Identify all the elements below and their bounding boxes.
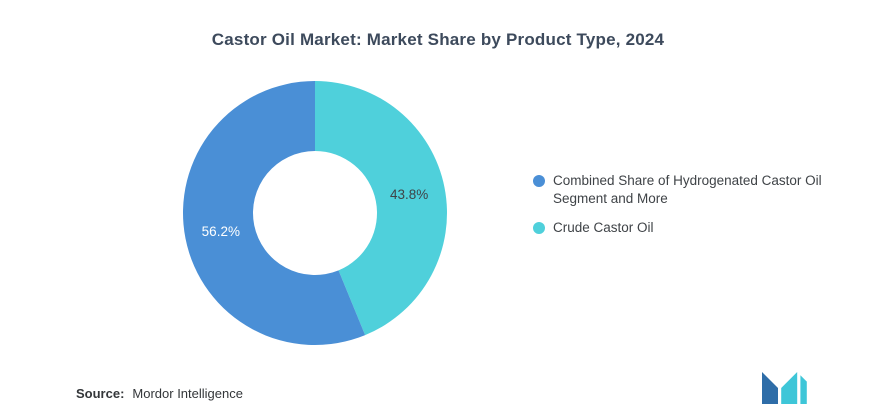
logo-left-mark [762,372,778,404]
logo-right-bar [800,375,807,404]
logo-svg [762,372,807,404]
source-label: Source: [76,386,125,401]
donut-slice-0[interactable] [315,81,447,336]
legend-dot-icon [533,222,545,235]
donut-svg: 43.8% 56.2% [183,81,447,345]
legend-item-label: Crude Castor Oil [553,220,654,236]
legend-item-hydrogenated[interactable]: Combined Share of Hydrogenated Castor Oi… [533,172,853,208]
legend-item-crude[interactable]: Crude Castor Oil [533,219,853,237]
slice-percentage-label: 43.8% [390,187,428,202]
slice-percentage-label: 56.2% [202,224,240,239]
logo-right-mark [781,372,798,404]
chart-title: Castor Oil Market: Market Share by Produ… [211,30,665,49]
source-attribution: Source: Mordor Intelligence [76,386,243,401]
source-value: Mordor Intelligence [132,386,243,401]
legend-item-label: Combined Share of Hydrogenated Castor Oi… [553,173,822,207]
donut-slice-1[interactable] [183,81,366,345]
legend-dot-icon [533,175,545,187]
legend: Combined Share of Hydrogenated Castor Oi… [533,172,853,238]
mordor-intelligence-logo [762,372,810,404]
donut-chart: 43.8% 56.2% [75,68,555,358]
